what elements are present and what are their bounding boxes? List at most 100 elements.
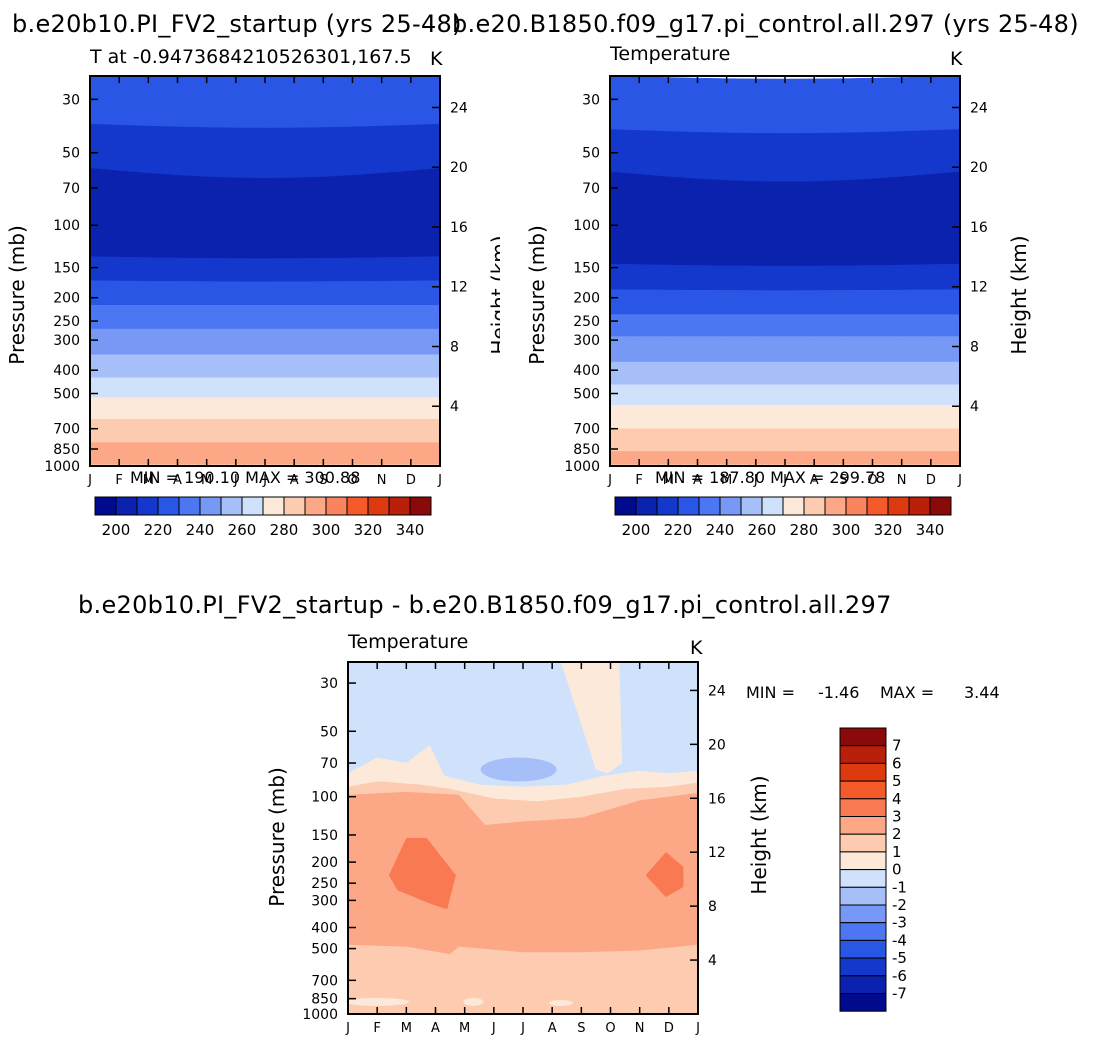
- diff-xtick-label: O: [605, 1021, 615, 1036]
- panel2-band: [609, 314, 961, 337]
- colorbar-1-label: 320: [354, 521, 383, 539]
- colorbar-1-label: 260: [228, 521, 257, 539]
- panel2-ytick-label: 150: [573, 261, 600, 277]
- diff-colorbar-label: -1: [892, 878, 907, 896]
- panel1-minmax: MIN = 190.10 MAX = 300.88: [130, 468, 360, 487]
- colorbar-2-swatch: [614, 496, 637, 516]
- diff-colorbar-label: -7: [892, 985, 907, 1003]
- panel1-ytick-label: 70: [62, 181, 80, 197]
- panel2-htick-label: 4: [970, 399, 979, 415]
- diff-colorbar-swatch: [839, 939, 887, 959]
- colorbar-1-swatch: [283, 496, 306, 516]
- diff-ytick-label: 1000: [302, 1007, 338, 1023]
- diff-colorbar-label: -3: [892, 914, 907, 932]
- panel2-ylabel: Pressure (mb): [525, 225, 549, 365]
- panel2-xtick-label: A: [693, 473, 702, 488]
- diff-xtick-label: A: [548, 1021, 557, 1036]
- colorbar-1-swatch: [199, 496, 222, 516]
- panel1-xtick-label: J: [437, 473, 442, 488]
- panel2-band: [609, 405, 961, 429]
- panel1-ytick-label: 100: [53, 218, 80, 234]
- diff-min-value: -1.46: [818, 683, 859, 702]
- colorbar-2-swatch: [803, 496, 826, 516]
- panel2-htick-label: 8: [970, 339, 979, 355]
- panel2-xtick-label: F: [635, 473, 642, 488]
- panel1-xtick-label: A: [290, 473, 299, 488]
- panel2-subtitle: Temperature: [609, 43, 730, 65]
- panel1-xtick-label: M: [201, 473, 212, 488]
- colorbar-1-swatch: [94, 496, 117, 516]
- panel2-xtick-label: M: [721, 473, 732, 488]
- panel2-title: b.e20.B1850.f09_g17.pi_control.all.297 (…: [452, 10, 1079, 38]
- diff-ytick-label: 70: [320, 756, 338, 772]
- colorbar-2-label: 320: [874, 521, 903, 539]
- panel1-ytick-label: 250: [53, 314, 80, 330]
- diff-xtick-label: J: [345, 1021, 350, 1036]
- colorbar-2-label: 200: [622, 521, 651, 539]
- panel2-xtick-label: J: [782, 473, 787, 488]
- diff-max-value: 3.44: [964, 683, 1000, 702]
- panel2-ytick-label: 400: [573, 363, 600, 379]
- diff-colorbar-swatch: [839, 833, 887, 853]
- panel1-xtick-label: J: [233, 473, 238, 488]
- colorbar-1-swatch: [262, 496, 285, 516]
- diff-xtick-label: D: [664, 1021, 674, 1036]
- diff-ytick-label: 250: [311, 876, 338, 892]
- panel2-htick-label: 12: [970, 280, 988, 296]
- panel2-minmax: MIN = 187.80 MAX = 299.78: [655, 468, 885, 487]
- panel2-htick-label: 16: [970, 220, 988, 236]
- diff-ylabel-right: Height (km): [747, 775, 771, 894]
- panel1-htick-label: 12: [450, 280, 468, 296]
- panel1-xtick-label: M: [143, 473, 154, 488]
- diff-htick-label: 8: [708, 899, 717, 915]
- panel1-ytick-label: 700: [53, 422, 80, 438]
- diff-colorbar-label: -4: [892, 931, 907, 949]
- diff-xtick-label: J: [491, 1021, 496, 1036]
- colorbar-1-swatch: [241, 496, 264, 516]
- diff-ytick-label: 400: [311, 921, 338, 937]
- panel2-band: [609, 263, 961, 291]
- colorbar-1-swatch: [115, 496, 138, 516]
- panel1-ylabel-right: Height (km): [487, 235, 500, 354]
- diff-subtitle: Temperature: [347, 631, 468, 653]
- panel2-xtick-label: O: [867, 473, 877, 488]
- panel1-xtick-label: N: [377, 473, 387, 488]
- diff-colorbar-swatch: [839, 957, 887, 977]
- diff-region-3to4: [388, 838, 456, 910]
- diff-ytick-label: 300: [311, 893, 338, 909]
- panel1-ytick-label: 200: [53, 291, 80, 307]
- panel1-ytick-label: 400: [53, 363, 80, 379]
- panel1-xtick-label: O: [347, 473, 357, 488]
- diff-xtick-label: M: [459, 1021, 470, 1036]
- panel2-unit: K: [950, 48, 963, 70]
- diff-region-0to1: [560, 662, 623, 774]
- panel2-xtick-label: N: [897, 473, 907, 488]
- diff-colorbar-label: 2: [892, 825, 902, 843]
- panel2-band: [609, 289, 961, 315]
- diff-ytick-label: 150: [311, 828, 338, 844]
- panel1-htick-label: 4: [450, 399, 459, 415]
- panel1-xtick-label: S: [319, 473, 327, 488]
- diff-min-label: MIN =: [746, 683, 795, 702]
- diff-colorbar-swatch: [839, 993, 887, 1012]
- panel2-band: [609, 361, 961, 386]
- diff-colorbar-label: -6: [892, 967, 907, 985]
- diff-colorbar-swatch: [839, 922, 887, 941]
- panel1-band: [89, 305, 441, 330]
- diff-xtick-label: S: [577, 1021, 585, 1036]
- colorbar-2-swatch: [908, 496, 931, 516]
- panel2-band: [609, 336, 961, 363]
- diff-colorbar-label: -5: [892, 949, 907, 967]
- panel2-band: [609, 75, 961, 134]
- colorbar-1-swatch: [325, 496, 348, 516]
- panel2-ytick-label: 300: [573, 333, 600, 349]
- colorbar-1-swatch: [409, 496, 432, 516]
- panel1-ytick-label: 850: [53, 442, 80, 458]
- panel1-title: b.e20b10.PI_FV2_startup (yrs 25-48): [12, 10, 462, 38]
- diff-colorbar-label: 6: [892, 754, 902, 772]
- panel1-xtick-label: J: [262, 473, 267, 488]
- panel1-band: [89, 280, 441, 306]
